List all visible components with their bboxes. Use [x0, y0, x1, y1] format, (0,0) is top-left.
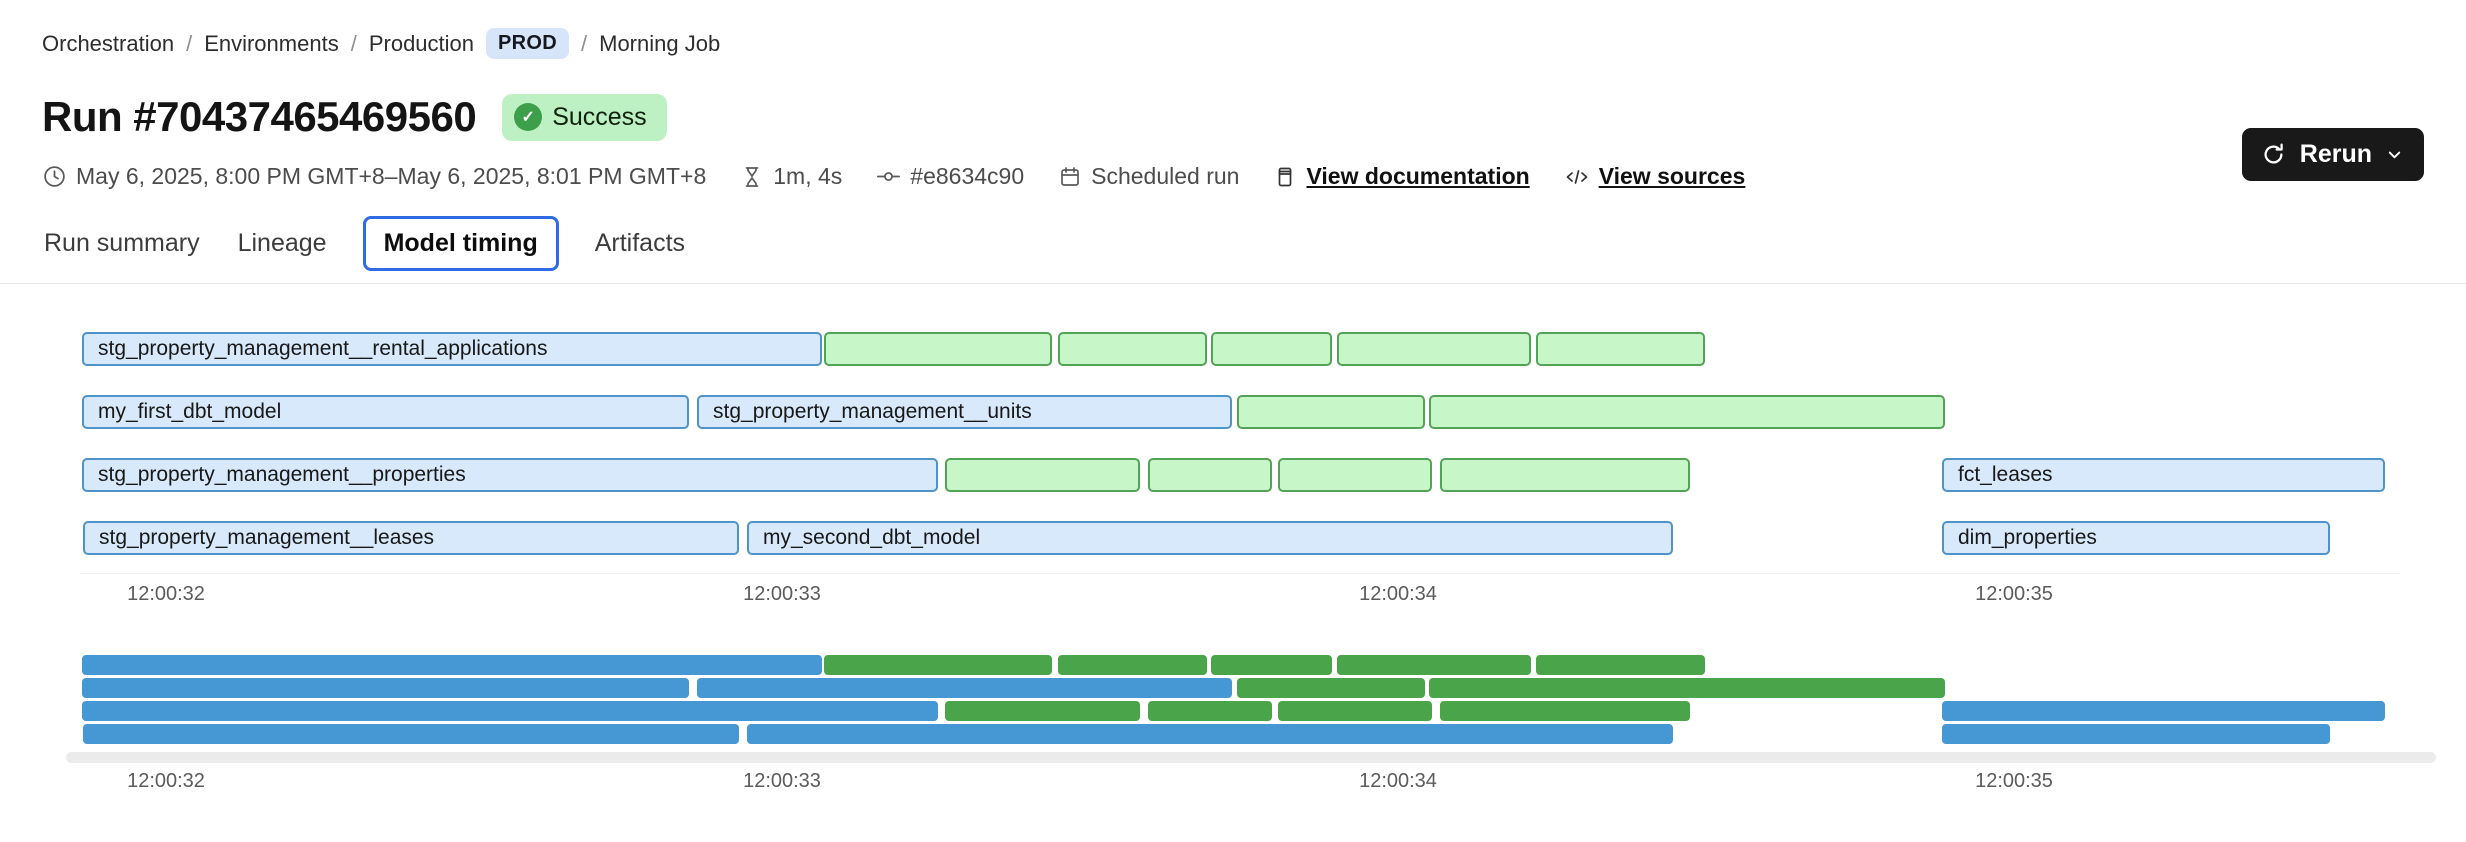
run-tabs: Run summary Lineage Model timing Artifac…	[42, 216, 2424, 271]
gantt-bar-stg_property_management__rental_applications[interactable]: stg_property_management__rental_applicat…	[82, 332, 822, 366]
timeline-brush-track[interactable]	[66, 752, 2436, 763]
time-tick-label: 12:00:32	[127, 770, 205, 792]
clock-icon	[44, 166, 65, 187]
gantt-bar-stg_property_management__properties[interactable]: stg_property_management__properties	[82, 458, 938, 492]
mini-bar[interactable]	[82, 655, 822, 675]
mini-bar[interactable]	[1429, 678, 1945, 698]
tab-model-timing[interactable]: Model timing	[362, 216, 559, 271]
tab-run-summary[interactable]: Run summary	[44, 229, 200, 257]
chevron-down-icon[interactable]	[2385, 145, 2404, 164]
gantt-bar[interactable]	[945, 458, 1140, 492]
time-tick-label: 12:00:35	[1975, 583, 2053, 605]
mini-bar[interactable]	[1058, 655, 1207, 675]
breadcrumb-separator: /	[350, 30, 357, 56]
mini-bar[interactable]	[1148, 701, 1272, 721]
gantt-bar[interactable]	[1278, 458, 1432, 492]
gantt-bar[interactable]	[1058, 332, 1207, 366]
mini-bar[interactable]	[824, 655, 1052, 675]
gantt-chart: stg_property_management__rental_applicat…	[80, 332, 2400, 576]
breadcrumb-environments[interactable]: Environments	[204, 30, 339, 56]
prod-environment-badge: PROD	[486, 28, 569, 59]
time-tick-label: 12:00:33	[743, 770, 821, 792]
check-circle-icon: ✓	[514, 103, 543, 131]
breadcrumb-orchestration[interactable]: Orchestration	[42, 30, 175, 56]
rerun-label: Rerun	[2299, 140, 2372, 168]
mini-bar[interactable]	[82, 678, 689, 698]
run-header: Orchestration / Environments / Productio…	[0, 0, 2466, 271]
gantt-bar[interactable]	[824, 332, 1052, 366]
gantt-bar-label: my_first_dbt_model	[98, 400, 282, 423]
tab-lineage[interactable]: Lineage	[237, 229, 327, 257]
hourglass-icon	[745, 166, 759, 187]
tabs-divider	[0, 283, 2466, 284]
time-tick-label: 12:00:33	[743, 583, 821, 605]
view-sources-link[interactable]: View sources	[1564, 163, 1745, 190]
commit-hash: #e8634c90	[876, 163, 1024, 190]
gantt-bar[interactable]	[1148, 458, 1272, 492]
gantt-bar-fct_leases[interactable]: fct_leases	[1942, 458, 2385, 492]
mini-bar[interactable]	[1942, 724, 2330, 744]
status-label: Success	[552, 102, 647, 131]
run-meta-row: May 6, 2025, 8:00 PM GMT+8–May 6, 2025, …	[42, 163, 2424, 190]
status-badge: ✓ Success	[502, 93, 667, 141]
gantt-baseline	[80, 573, 2400, 574]
mini-bar[interactable]	[82, 701, 938, 721]
gantt-bar[interactable]	[1440, 458, 1690, 492]
mini-bar[interactable]	[1237, 678, 1425, 698]
gantt-bar[interactable]	[1211, 332, 1332, 366]
gantt-bar-label: stg_property_management__rental_applicat…	[98, 337, 548, 360]
mini-timeline	[80, 655, 2400, 745]
time-tick-label: 12:00:34	[1359, 583, 1437, 605]
gantt-bar-label: stg_property_management__leases	[99, 526, 435, 549]
time-tick-label: 12:00:34	[1359, 770, 1437, 792]
code-icon	[1566, 169, 1588, 184]
breadcrumb: Orchestration / Environments / Productio…	[42, 28, 2424, 59]
breadcrumb-morning-job[interactable]: Morning Job	[599, 30, 721, 56]
gantt-bar[interactable]	[1429, 395, 1945, 429]
gantt-bar-label: stg_property_management__properties	[98, 463, 466, 486]
mini-bar[interactable]	[697, 678, 1232, 698]
mini-bar[interactable]	[1942, 701, 2385, 721]
gantt-bar-dim_properties[interactable]: dim_properties	[1942, 521, 2330, 555]
git-commit-icon	[877, 172, 901, 181]
time-tick-label: 12:00:32	[127, 583, 205, 605]
gantt-bar-label: fct_leases	[1958, 463, 2053, 486]
gantt-bar-stg_property_management__units[interactable]: stg_property_management__units	[697, 395, 1232, 429]
mini-bar[interactable]	[1536, 655, 1705, 675]
documentation-icon	[1279, 167, 1292, 186]
breadcrumb-separator: /	[581, 30, 588, 56]
mini-bar[interactable]	[83, 724, 739, 744]
rerun-button[interactable]: Rerun	[2241, 128, 2424, 181]
time-tick-label: 12:00:35	[1975, 770, 2053, 792]
view-documentation-link[interactable]: View documentation	[1273, 163, 1530, 190]
tab-artifacts[interactable]: Artifacts	[594, 229, 686, 257]
gantt-bar[interactable]	[1536, 332, 1705, 366]
run-duration: 1m, 4s	[740, 163, 842, 190]
gantt-bar[interactable]	[1237, 395, 1425, 429]
mini-bar[interactable]	[1337, 655, 1531, 675]
calendar-icon	[1061, 166, 1079, 186]
gantt-bar-stg_property_management__leases[interactable]: stg_property_management__leases	[83, 521, 739, 555]
gantt-bar-my_first_dbt_model[interactable]: my_first_dbt_model	[82, 395, 689, 429]
title-row: Run #70437465469560 ✓ Success	[42, 93, 2424, 141]
mini-time-axis: 12:00:32 12:00:33 12:00:34 12:00:35	[80, 770, 2400, 796]
mini-bar[interactable]	[1278, 701, 1432, 721]
gantt-time-axis: 12:00:32 12:00:33 12:00:34 12:00:35	[80, 583, 2400, 609]
breadcrumb-separator: /	[186, 30, 193, 56]
gantt-bar[interactable]	[1337, 332, 1531, 366]
gantt-bar-label: my_second_dbt_model	[763, 526, 981, 549]
mini-bar[interactable]	[1211, 655, 1332, 675]
gantt-bar-label: stg_property_management__units	[713, 400, 1032, 423]
mini-bar[interactable]	[1440, 701, 1690, 721]
page-title: Run #70437465469560	[42, 93, 477, 140]
refresh-icon	[2264, 143, 2283, 164]
breadcrumb-production[interactable]: Production	[368, 30, 475, 56]
mini-bar[interactable]	[945, 701, 1140, 721]
trigger-type: Scheduled run	[1058, 163, 1239, 190]
gantt-bar-my_second_dbt_model[interactable]: my_second_dbt_model	[747, 521, 1673, 555]
gantt-bar-label: dim_properties	[1958, 526, 2097, 549]
run-time-range: May 6, 2025, 8:00 PM GMT+8–May 6, 2025, …	[42, 163, 706, 190]
mini-bar[interactable]	[747, 724, 1673, 744]
